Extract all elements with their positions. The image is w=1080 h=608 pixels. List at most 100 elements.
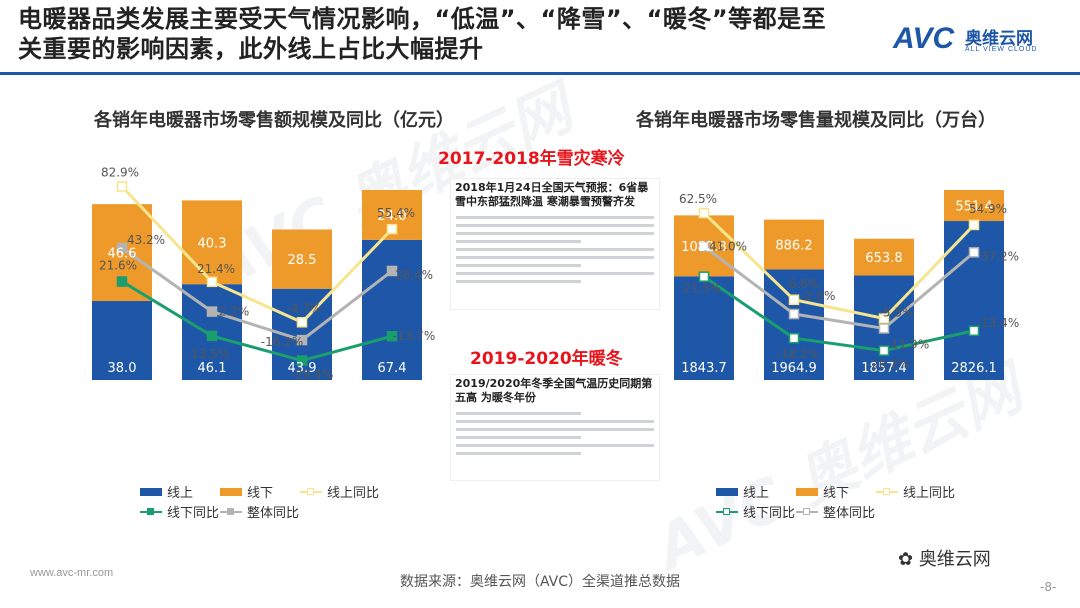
yoy-label: 21.4% — [197, 262, 235, 276]
legend-swatch — [300, 487, 322, 497]
yoy-marker — [296, 334, 308, 346]
logo-brand: AVC — [893, 22, 955, 55]
yoy-label: 55.4% — [377, 206, 415, 220]
header-divider — [0, 72, 1080, 75]
page-title: 电暖器品类发展主要受天气情况影响，“低温”、“降雪”、“暖冬”等都是至关重要的影… — [18, 5, 827, 63]
text-line — [456, 436, 581, 439]
text-line — [456, 216, 654, 219]
text-line — [456, 444, 654, 447]
bar-offline — [182, 200, 242, 285]
yoy-marker — [698, 271, 710, 282]
bar-value-label: 886.2 — [775, 239, 812, 254]
legend-label: 线上同比 — [903, 486, 956, 501]
yoy-label: -13.5% — [187, 347, 229, 361]
logo-cn: 奥维云网 — [965, 29, 1033, 49]
yoy-label: -11.9% — [887, 337, 929, 351]
yoy-label: 2.2% — [219, 305, 250, 319]
bar-offline — [854, 238, 914, 276]
text-line — [456, 240, 581, 243]
wechat-label: 奥维云网 — [918, 549, 991, 570]
news-card-warm-winter[interactable]: 2019/2020年冬季全国气温历史同期第五高 为暖冬年份 — [450, 374, 660, 481]
chart-title-sales-volume: 各销年电暖器市场零售量规模及同比（万台） — [636, 110, 996, 131]
yoy-line — [702, 212, 976, 321]
wechat-account: ✿ 奥维云网 — [898, 545, 991, 571]
bar-value-label: 1857.4 — [861, 361, 907, 376]
bar-offline — [944, 190, 1004, 222]
legend-swatch — [140, 507, 162, 517]
bar-online — [674, 276, 734, 380]
text-line — [456, 248, 654, 251]
yoy-line — [120, 185, 394, 325]
bar-value-label: 1964.9 — [771, 361, 817, 376]
text-line — [456, 412, 581, 415]
legend-label: 线下 — [247, 486, 274, 501]
news-card-blizzard[interactable]: 2018年1月24日全国天气预报：6省暴雪中东部猛烈降温 寒潮暴雪预警齐发 — [450, 178, 660, 310]
website-url[interactable]: www.avc-mr.com — [30, 567, 114, 579]
bar-value-label: 2826.1 — [951, 361, 997, 376]
yoy-label: -2.6% — [801, 289, 836, 303]
yoy-line — [121, 280, 393, 363]
yoy-label: -4.7% — [287, 301, 322, 315]
yoy-marker — [206, 306, 218, 317]
yoy-marker — [788, 294, 800, 306]
text-line — [456, 428, 654, 431]
legend-swatch — [796, 487, 818, 496]
legend-item-online: 线上 — [140, 482, 193, 501]
legend-label: 线下同比 — [167, 506, 220, 521]
yoy-label: 28.4% — [395, 268, 433, 282]
yoy-label: -13.4% — [977, 316, 1019, 330]
legend-label: 线上 — [167, 486, 194, 501]
text-line — [456, 232, 654, 235]
logo-en: ALL VIEW CLOUD — [965, 46, 1038, 53]
legend-swatch — [796, 507, 818, 517]
yoy-label: 62.5% — [679, 192, 717, 206]
legend-label: 线下 — [823, 486, 850, 501]
legend-label: 线上 — [743, 486, 770, 501]
text-line — [456, 452, 581, 455]
yoy-marker — [296, 317, 308, 328]
yoy-marker — [878, 323, 890, 334]
bar-online — [362, 239, 422, 380]
yoy-label: -13.7% — [393, 329, 435, 343]
wechat-icon: ✿ — [898, 549, 919, 570]
yoy-marker — [878, 345, 890, 356]
bar-value-label: 551.4 — [955, 200, 992, 215]
yoy-line — [703, 275, 975, 353]
bar-value-label: 1843.7 — [681, 361, 727, 376]
yoy-label: 21.6% — [99, 259, 137, 273]
yoy-marker — [386, 265, 398, 277]
news-panel: 2017-2018年雪灾寒冷 2018年1月24日全国天气预报：6省暴雪中东部猛… — [438, 144, 660, 481]
legend-label: 整体同比 — [247, 506, 300, 521]
yoy-marker — [698, 241, 710, 252]
legend-swatch — [716, 487, 738, 496]
legend-swatch — [220, 487, 242, 496]
yoy-label: -5.5% — [879, 306, 914, 320]
news-title: 2018年1月24日全国天气预报：6省暴雪中东部猛烈降温 寒潮暴雪预警齐发 — [455, 181, 649, 208]
legend-item-total-yoy: 整体同比 — [796, 502, 875, 521]
text-line — [456, 280, 581, 283]
yoy-label: 82.9% — [101, 166, 139, 180]
yoy-label: -16.2% — [261, 335, 303, 349]
yoy-line — [703, 245, 975, 331]
bar-value-label: 46.1 — [198, 361, 227, 376]
legend-label: 线下同比 — [743, 506, 796, 521]
data-source: 数据来源：奥维云网（AVC）全渠道推总数据 — [399, 574, 681, 590]
bar-offline — [764, 219, 824, 270]
yoy-marker — [386, 223, 398, 235]
yoy-label: 6.6% — [789, 277, 820, 291]
yoy-marker — [788, 308, 800, 320]
legend-item-offline-yoy: 线下同比 — [140, 502, 219, 521]
bar-offline — [272, 229, 332, 289]
legend-item-offline: 线下 — [220, 482, 273, 501]
yoy-label: 41.0% — [709, 239, 747, 253]
yoy-marker — [968, 325, 980, 337]
legend-label: 整体同比 — [823, 506, 876, 521]
bar-value-label: 28.5 — [288, 253, 317, 268]
headline-warm-winter: 2019-2020年暖冬 — [470, 349, 623, 369]
bar-online — [92, 301, 152, 380]
bar-value-label: 40.3 — [198, 236, 227, 251]
legend-item-online-yoy: 线上同比 — [300, 482, 379, 501]
yoy-marker — [206, 330, 218, 342]
legend-item-offline: 线下 — [796, 482, 849, 501]
yoy-marker — [788, 332, 800, 344]
